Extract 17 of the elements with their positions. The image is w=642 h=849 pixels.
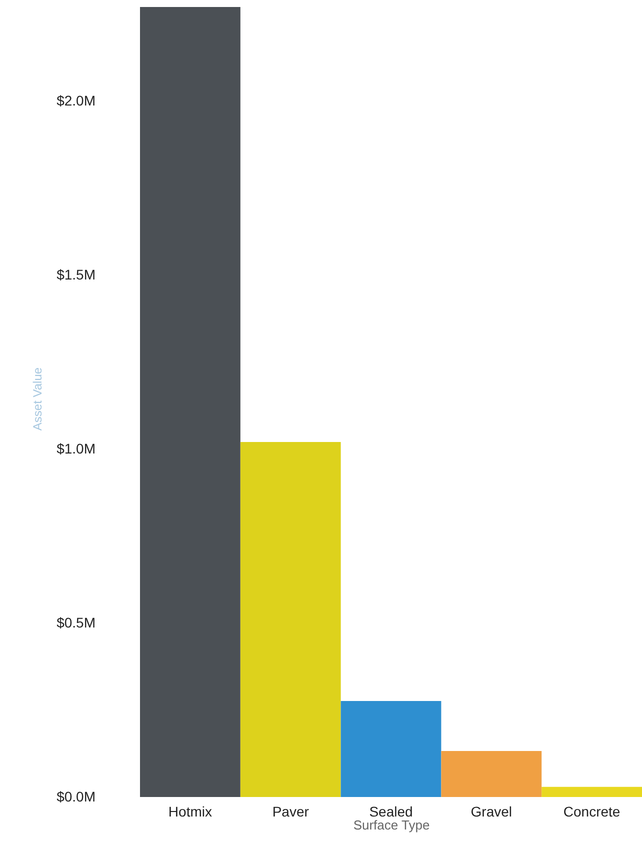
x-axis-title: Surface Type bbox=[353, 818, 430, 832]
y-tick-label: $0.0M bbox=[56, 788, 96, 804]
y-tick-label: $2.0M bbox=[56, 92, 96, 108]
bar bbox=[340, 700, 442, 797]
y-tick-label: $1.5M bbox=[56, 266, 96, 282]
x-tick-label: Sealed bbox=[369, 804, 413, 820]
bar bbox=[441, 751, 542, 797]
x-tick-label: Hotmix bbox=[168, 804, 212, 820]
x-tick-label: Concrete bbox=[563, 804, 620, 820]
y-tick-label: $0.5M bbox=[56, 614, 96, 630]
bar bbox=[240, 442, 341, 797]
bar bbox=[542, 786, 642, 797]
x-tick-label: Gravel bbox=[470, 804, 512, 820]
x-tick-label: Paver bbox=[272, 804, 310, 820]
y-tick-label: $1.0M bbox=[56, 440, 96, 456]
y-axis-title: Asset Value bbox=[30, 367, 45, 431]
bar bbox=[140, 6, 240, 797]
